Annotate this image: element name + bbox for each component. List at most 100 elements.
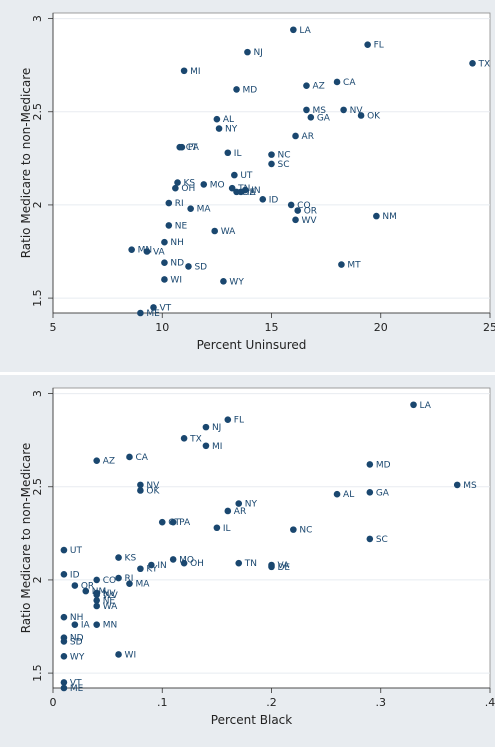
point-label: SC (278, 160, 290, 170)
data-point (453, 481, 461, 489)
data-point (82, 587, 90, 595)
point-label: MI (190, 67, 200, 77)
point-label: WA (103, 602, 118, 612)
scatter-plot-black: 1.5 2 2.5 3 0 .1 .2 .3 .4 Percent Black Ratio Medi… (19, 387, 495, 727)
point-label: RI (125, 574, 134, 584)
data-point (213, 524, 221, 532)
y-axis-title: Ratio Medicare to non-Medicare (19, 443, 33, 634)
data-point (60, 679, 68, 686)
data-point (244, 48, 251, 56)
data-point (340, 106, 347, 114)
x-tick-label: 0 (50, 696, 57, 709)
point-label: ME (146, 309, 160, 319)
data-point (60, 571, 68, 578)
data-point (202, 442, 210, 450)
data-point (60, 546, 68, 554)
data-point (303, 82, 310, 89)
data-point (357, 112, 365, 119)
point-label: LA (420, 401, 432, 411)
data-point (366, 461, 374, 468)
data-point (333, 490, 341, 498)
data-point (211, 227, 218, 235)
point-label: NY (245, 500, 258, 510)
y-tick-label: 1.5 (31, 664, 44, 682)
data-point (169, 556, 177, 563)
scatter-plot-uninsured: 1.5 2 2.5 3 5 10 15 20 25 Percent Uninsured Ratio … (19, 12, 495, 352)
point-label: NJ (212, 423, 221, 433)
data-point (187, 205, 194, 212)
x-axis-title: Percent Black (211, 713, 292, 727)
point-label: AR (302, 132, 314, 142)
data-point (410, 401, 417, 409)
data-point (268, 160, 275, 168)
data-point (180, 67, 188, 75)
point-label: AZ (312, 82, 324, 92)
data-point (292, 132, 299, 140)
data-point (233, 86, 240, 93)
data-point (115, 574, 122, 582)
y-tick-label: 1.5 (31, 289, 44, 307)
point-label: AR (234, 507, 246, 517)
data-point (268, 151, 275, 158)
data-point (150, 304, 157, 311)
data-point (137, 309, 144, 317)
point-label: VA (278, 561, 291, 571)
data-point (294, 207, 302, 214)
point-label: NJ (253, 48, 262, 58)
data-point (290, 526, 297, 533)
data-point (93, 602, 100, 610)
point-label: NV (146, 481, 160, 491)
point-label: NE (103, 596, 116, 606)
data-point (60, 653, 68, 660)
data-point (93, 597, 100, 604)
data-point (71, 582, 79, 589)
chart-panel-black: 1.5 2 2.5 3 0 .1 .2 .3 .4 Percent Black Ratio Medi… (0, 375, 495, 747)
point-label: NM (382, 212, 397, 222)
data-point (333, 78, 341, 86)
data-point (213, 115, 221, 123)
point-label: OK (146, 486, 160, 496)
data-point (158, 518, 166, 526)
point-label: MN (103, 621, 118, 631)
data-point (268, 563, 275, 571)
chart-panel-uninsured: 1.5 2 2.5 3 5 10 15 20 25 Percent Uninsured Ratio … (0, 0, 495, 372)
data-point (220, 278, 227, 285)
data-point (148, 561, 155, 569)
data-point (235, 500, 243, 507)
point-label: NC (299, 526, 312, 536)
point-label: ND (170, 259, 184, 269)
point-label: MD (243, 85, 258, 95)
point-label: WV (103, 591, 119, 601)
data-point (60, 638, 68, 645)
data-point (224, 416, 232, 423)
data-point (237, 188, 245, 196)
data-point (115, 554, 122, 561)
point-label: KY (146, 565, 158, 575)
data-point (165, 222, 173, 229)
point-label: WA (221, 227, 236, 237)
data-point (364, 41, 371, 48)
data-point (224, 149, 232, 157)
data-point (290, 26, 297, 34)
point-label: AL (343, 490, 354, 500)
data-point (71, 621, 79, 628)
point-label: OK (367, 111, 381, 121)
point-label: MD (376, 460, 391, 470)
point-label: WV (302, 216, 318, 226)
data-point (469, 60, 476, 67)
data-point (303, 106, 310, 114)
point-label: MA (197, 205, 212, 215)
point-label: WI (170, 275, 182, 285)
point-label: WI (125, 650, 137, 660)
point-label: PA (179, 518, 191, 528)
data-point (202, 423, 210, 431)
x-tick-label: 20 (374, 321, 388, 334)
x-tick-label: .1 (157, 696, 168, 709)
data-point (287, 201, 295, 209)
point-label: PA (188, 143, 200, 153)
point-label: AL (223, 115, 234, 125)
point-label: MO (179, 555, 194, 565)
point-label: ID (269, 195, 279, 205)
data-point (137, 481, 144, 489)
data-point (60, 613, 68, 621)
